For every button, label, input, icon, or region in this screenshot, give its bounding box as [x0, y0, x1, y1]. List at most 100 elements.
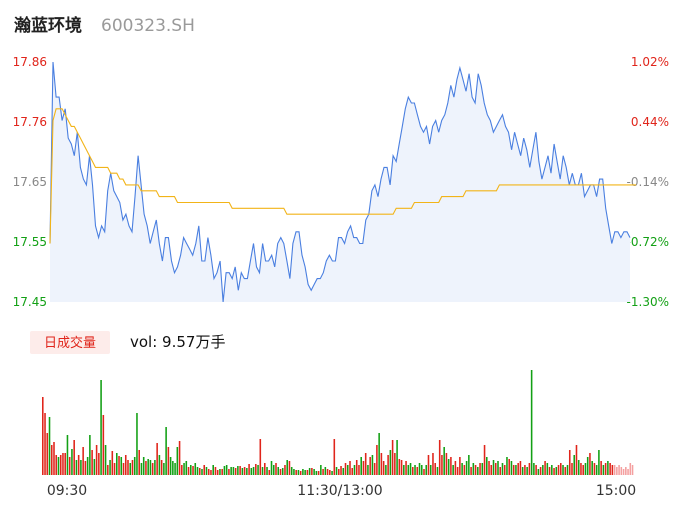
- volume-bar: [192, 466, 194, 475]
- volume-bar: [490, 465, 493, 475]
- volume-bar: [142, 457, 145, 475]
- volume-bar: [75, 460, 78, 475]
- volume-bar: [459, 457, 461, 475]
- volume-bar: [257, 465, 259, 475]
- volume-bar: [223, 466, 226, 475]
- volume-bar: [340, 466, 342, 475]
- volume-bar: [82, 447, 84, 475]
- volume-bar: [465, 461, 468, 475]
- volume-bar: [264, 463, 266, 475]
- volume-bar: [452, 465, 454, 475]
- volume-bar: [620, 467, 623, 475]
- volume-bar: [616, 467, 618, 475]
- volume-bar: [364, 453, 367, 475]
- volume-bar: [483, 445, 486, 475]
- volume-bar: [93, 459, 96, 475]
- volume-bar: [302, 469, 304, 475]
- volume-bar: [535, 465, 537, 475]
- volume-bar: [277, 467, 280, 475]
- volume-bar: [488, 461, 490, 475]
- volume-bar: [394, 453, 396, 475]
- volume-bar: [519, 461, 522, 475]
- y-tick-right: 1.02%: [631, 55, 669, 69]
- volume-bar: [622, 469, 625, 475]
- volume-bar: [104, 445, 107, 475]
- volume-bar: [472, 463, 475, 475]
- volume-bar: [151, 463, 154, 475]
- volume-bar: [470, 467, 472, 475]
- volume-badge[interactable]: [30, 331, 110, 354]
- volume-bar: [210, 470, 212, 475]
- volume-bar: [551, 465, 553, 475]
- stock-code: 600323.SH: [101, 16, 195, 36]
- volume-bar: [91, 450, 93, 475]
- volume-bar: [595, 465, 598, 475]
- volume-bar: [313, 469, 315, 475]
- volume-bar: [562, 465, 564, 475]
- volume-bar: [555, 467, 558, 475]
- volume-bar: [501, 463, 504, 475]
- volume-bar: [57, 457, 60, 475]
- volume-bar: [533, 463, 535, 475]
- volume-bar: [311, 468, 313, 475]
- volume-bar: [127, 460, 129, 475]
- volume-bar: [187, 467, 190, 475]
- volume-bar: [454, 461, 457, 475]
- volume-bar: [255, 464, 257, 475]
- volume-bar: [100, 380, 102, 475]
- volume-bar: [477, 467, 479, 475]
- volume-bar: [243, 467, 246, 475]
- volume-bar: [205, 467, 208, 475]
- y-tick-left: 17.45: [13, 295, 47, 309]
- time-axis: 09:30 11:30/13:00 15:00: [47, 483, 636, 499]
- volume-bar: [216, 470, 219, 475]
- volume-bar: [163, 463, 165, 475]
- volume-bar: [360, 457, 362, 475]
- volume-bar: [48, 417, 51, 475]
- volume-bar: [468, 455, 470, 475]
- volume-bar: [607, 461, 609, 475]
- volume-bar: [297, 470, 300, 475]
- volume-bar: [55, 455, 58, 475]
- volume-bar: [429, 465, 432, 475]
- volume-bar: [499, 467, 502, 475]
- volume-bar: [116, 453, 118, 475]
- volume-bar: [380, 453, 383, 475]
- volume-bar: [414, 465, 416, 475]
- volume-bar: [474, 465, 477, 475]
- volume-bar: [598, 450, 600, 475]
- volume-bar: [506, 457, 508, 475]
- volume-bar: [427, 455, 430, 475]
- volume-bar: [225, 465, 228, 475]
- volume-bar: [631, 465, 634, 475]
- volume-bar: [371, 455, 374, 475]
- volume-summary: vol: 9.57万手: [130, 333, 225, 351]
- volume-bar: [524, 465, 526, 475]
- volume-bar: [329, 470, 331, 475]
- volume-bar: [178, 441, 181, 475]
- volume-bar: [169, 457, 172, 475]
- volume-bar: [154, 460, 156, 475]
- volume-bar: [241, 468, 244, 475]
- volume-bar: [611, 465, 614, 475]
- volume-bar: [479, 463, 481, 475]
- y-tick-left: 17.76: [13, 115, 47, 129]
- volume-bar: [389, 450, 392, 475]
- volume-bar: [234, 468, 237, 475]
- volume-bar: [625, 467, 627, 475]
- volume-bar: [497, 461, 499, 475]
- volume-bar: [120, 457, 123, 475]
- volume-bar: [355, 460, 358, 475]
- stock-name: 瀚蓝环境: [13, 15, 82, 36]
- volume-bar: [250, 468, 253, 475]
- volume-bar: [62, 453, 64, 475]
- price-line: [49, 61, 631, 303]
- volume-bar: [73, 440, 75, 475]
- volume-bar: [84, 461, 87, 475]
- x-tick: 09:30: [47, 483, 87, 499]
- volume-bar: [279, 469, 282, 475]
- volume-bar: [320, 465, 322, 475]
- volume-bar: [369, 457, 371, 475]
- volume-bar: [102, 415, 105, 475]
- volume-bar: [89, 435, 91, 475]
